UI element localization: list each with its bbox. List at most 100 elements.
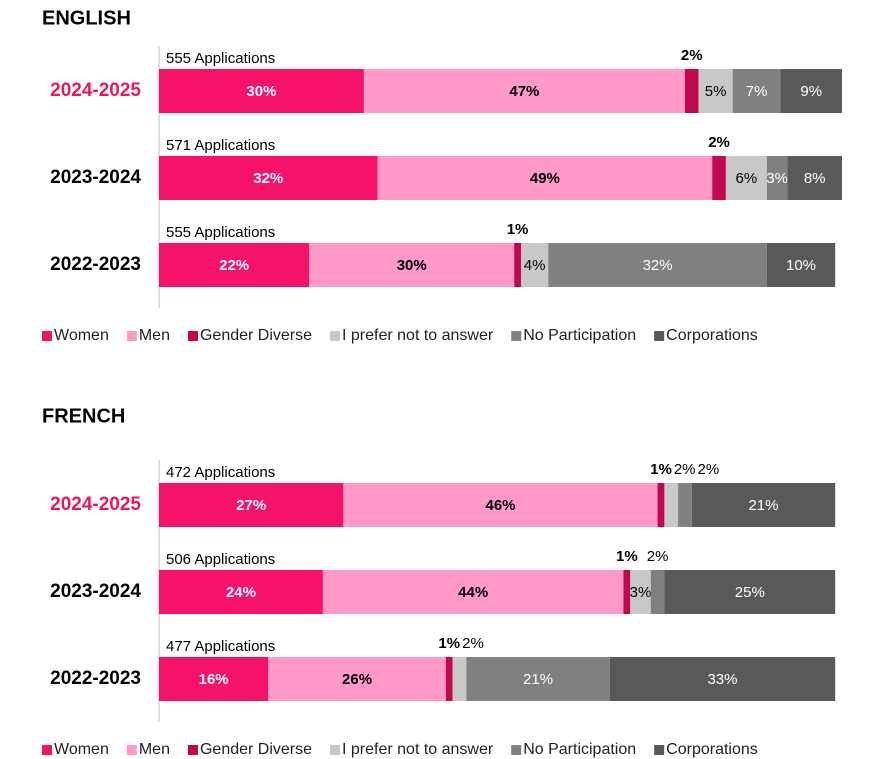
bar-segment bbox=[309, 243, 515, 287]
legend-label: I prefer not to answer bbox=[342, 741, 494, 758]
legend-label: I prefer not to answer bbox=[342, 327, 494, 344]
legend-label: Gender Diverse bbox=[200, 741, 312, 758]
data-label: 21% bbox=[523, 671, 553, 688]
legend-swatch bbox=[42, 745, 52, 755]
data-label: 24% bbox=[226, 584, 256, 601]
chart-title: FRENCH bbox=[42, 405, 125, 427]
data-label: 5% bbox=[705, 83, 727, 100]
legend-label: Corporations bbox=[666, 741, 758, 758]
data-label: 9% bbox=[800, 83, 822, 100]
bar-segment bbox=[548, 243, 767, 287]
bar-segment bbox=[343, 483, 658, 527]
legend-label: Women bbox=[54, 327, 109, 344]
bar-segment bbox=[159, 657, 269, 701]
bar-segment bbox=[377, 156, 713, 200]
legend-label: Corporations bbox=[666, 327, 758, 344]
data-label: 21% bbox=[748, 497, 778, 514]
category-label: 2023-2024 bbox=[50, 167, 141, 188]
legend-label: Men bbox=[139, 741, 170, 758]
bar-segment bbox=[780, 69, 842, 113]
data-label: 26% bbox=[342, 671, 372, 688]
data-label: 2% bbox=[647, 548, 669, 565]
annotation: 477 Applications bbox=[166, 638, 275, 655]
data-label: 30% bbox=[246, 83, 276, 100]
legend-swatch bbox=[126, 745, 137, 755]
data-label: 16% bbox=[199, 671, 229, 688]
bar-segment bbox=[787, 156, 842, 200]
bar-segment bbox=[159, 570, 323, 614]
annotation: 555 Applications bbox=[166, 50, 275, 67]
data-label: 1% bbox=[507, 221, 529, 238]
bar-segment bbox=[159, 69, 364, 113]
bar-segment bbox=[159, 156, 378, 200]
bar-segment bbox=[766, 243, 836, 287]
data-label: 2% bbox=[698, 461, 720, 478]
bar-segment bbox=[514, 243, 521, 287]
data-label: 6% bbox=[736, 170, 758, 187]
category-label: 2022-2023 bbox=[50, 668, 141, 689]
annotation: 506 Applications bbox=[166, 551, 275, 568]
bar-segment bbox=[363, 69, 685, 113]
bar-segment bbox=[322, 570, 624, 614]
legend-swatch bbox=[511, 745, 522, 755]
legend-swatch bbox=[330, 331, 341, 341]
bar-segment bbox=[650, 570, 665, 614]
legend-swatch bbox=[187, 331, 198, 341]
data-label: 1% bbox=[650, 461, 672, 478]
data-label: 32% bbox=[643, 257, 673, 274]
bar-segment bbox=[657, 483, 665, 527]
data-label: 22% bbox=[219, 257, 249, 274]
data-label: 1% bbox=[616, 548, 638, 565]
data-label: 2% bbox=[681, 47, 703, 64]
legend-swatch bbox=[42, 331, 52, 341]
data-label: 3% bbox=[630, 584, 652, 601]
data-label: 25% bbox=[735, 584, 765, 601]
legend-swatch bbox=[187, 745, 198, 755]
bar-segment bbox=[520, 243, 549, 287]
data-label: 1% bbox=[438, 635, 460, 652]
category-label: 2024-2025 bbox=[50, 80, 141, 101]
data-label: 2% bbox=[674, 461, 696, 478]
bar-segment bbox=[725, 156, 767, 200]
annotation: 571 Applications bbox=[166, 137, 275, 154]
bar-segment bbox=[268, 657, 446, 701]
legend-swatch bbox=[654, 745, 665, 755]
bar-segment bbox=[452, 657, 467, 701]
bar-segment bbox=[691, 483, 836, 527]
bar-segment bbox=[664, 570, 836, 614]
data-label: 7% bbox=[746, 83, 768, 100]
bar-segment bbox=[445, 657, 453, 701]
data-label: 46% bbox=[485, 497, 515, 514]
bar-segment bbox=[678, 483, 692, 527]
data-label: 4% bbox=[524, 257, 546, 274]
bar-segment bbox=[698, 69, 733, 113]
data-label: 49% bbox=[530, 170, 560, 187]
data-label: 2% bbox=[462, 635, 484, 652]
legend-label: No Participation bbox=[523, 327, 636, 344]
legend-label: No Participation bbox=[523, 741, 636, 758]
data-label: 33% bbox=[707, 671, 737, 688]
category-label: 2023-2024 bbox=[50, 581, 141, 602]
bar-segment bbox=[609, 657, 836, 701]
bar-segment bbox=[766, 156, 788, 200]
legend-swatch bbox=[126, 331, 137, 341]
legend-swatch bbox=[511, 331, 522, 341]
data-label: 10% bbox=[786, 257, 816, 274]
data-label: 27% bbox=[236, 497, 266, 514]
legend-swatch bbox=[654, 331, 665, 341]
category-label: 2022-2023 bbox=[50, 254, 141, 275]
data-label: 30% bbox=[397, 257, 427, 274]
bar-segment bbox=[466, 657, 610, 701]
chart-title: ENGLISH bbox=[42, 7, 131, 29]
bar-segment bbox=[684, 69, 699, 113]
legend-label: Women bbox=[54, 741, 109, 758]
annotation: 472 Applications bbox=[166, 464, 275, 481]
bar-segment bbox=[623, 570, 631, 614]
data-label: 8% bbox=[804, 170, 826, 187]
legend-label: Gender Diverse bbox=[200, 327, 312, 344]
data-label: 3% bbox=[766, 170, 788, 187]
data-label: 47% bbox=[509, 83, 539, 100]
bar-segment bbox=[712, 156, 726, 200]
bar-segment bbox=[159, 483, 344, 527]
